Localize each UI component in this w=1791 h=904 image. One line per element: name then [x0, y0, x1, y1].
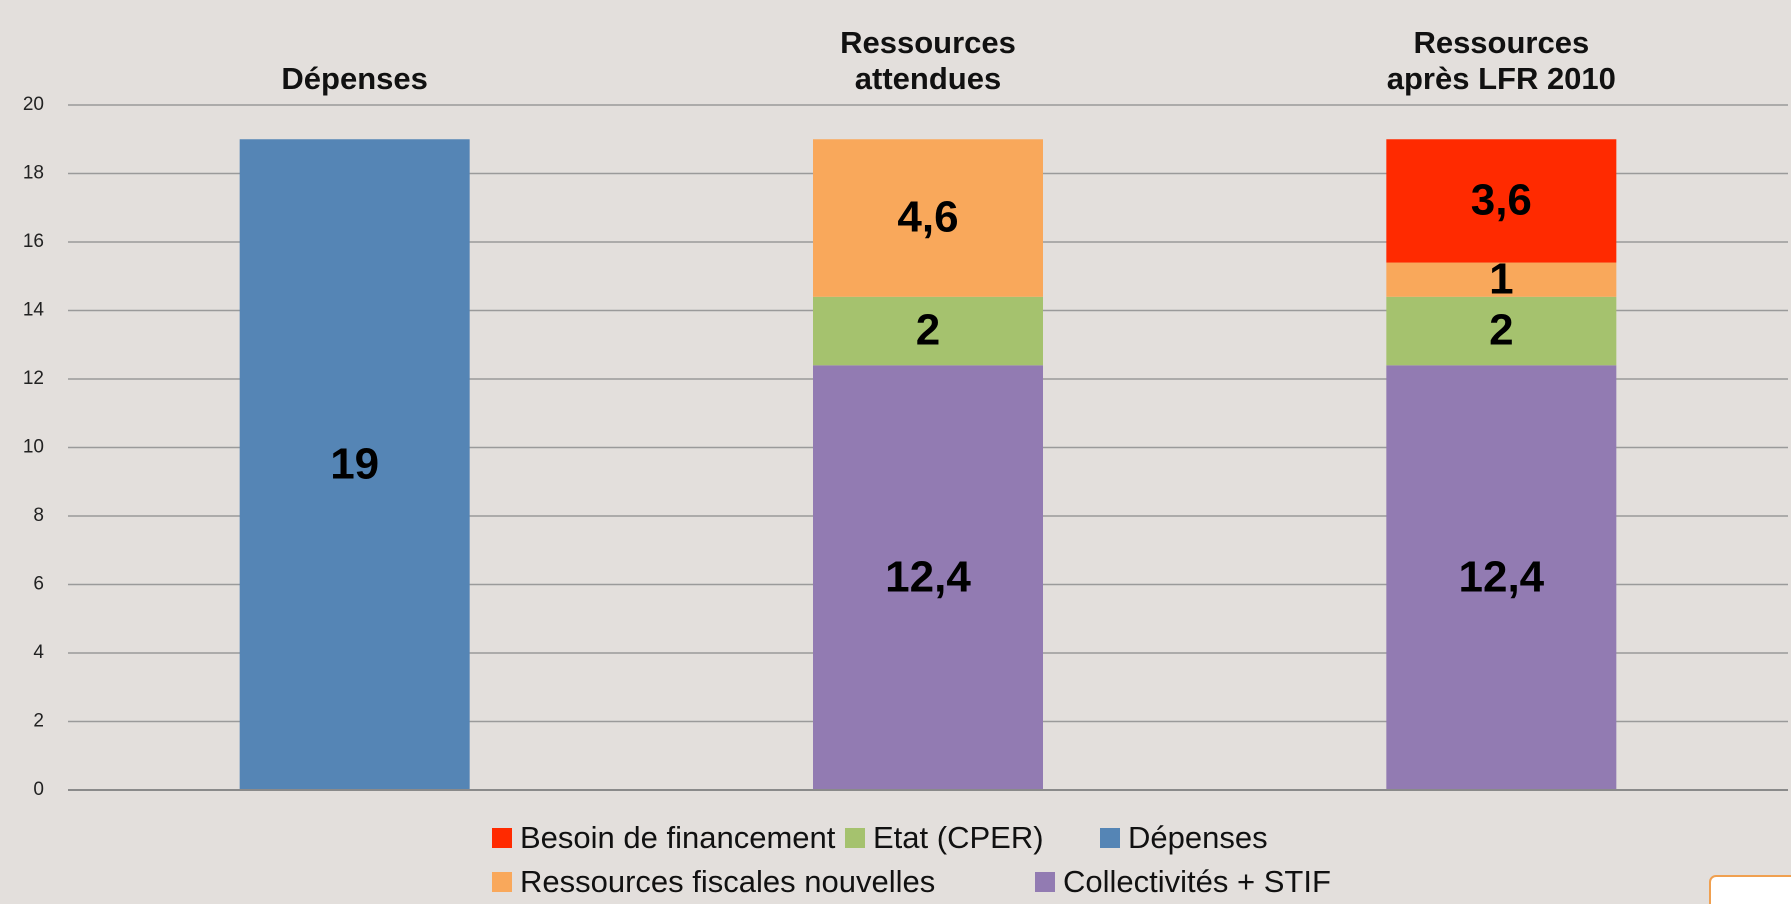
data-label: 2	[1489, 306, 1513, 355]
legend-swatch	[492, 828, 512, 848]
category-label: Dépenses	[281, 61, 428, 96]
bar-segment	[1386, 296, 1617, 366]
corner-box	[1709, 875, 1791, 904]
y-tick-label: 10	[23, 437, 44, 458]
legend-swatch	[492, 872, 512, 892]
data-label: 2	[916, 306, 940, 355]
y-tick-label: 2	[33, 711, 44, 732]
legend-swatch	[1035, 872, 1055, 892]
data-label: 19	[330, 439, 379, 488]
bar-segment	[1386, 262, 1617, 297]
bar-segment	[813, 365, 1043, 790]
y-tick-label: 20	[23, 94, 44, 115]
bar-segment	[239, 139, 470, 790]
data-label: 4,6	[897, 193, 958, 242]
data-label: 12,4	[1459, 552, 1545, 601]
y-tick-label: 6	[33, 574, 44, 595]
y-tick-label: 4	[33, 642, 44, 663]
category-label: Ressources attendues	[840, 25, 1016, 96]
legend-label: Collectivités + STIF	[1063, 864, 1331, 899]
category-label: Ressources après LFR 2010	[1386, 25, 1616, 96]
bar-segment	[813, 139, 1043, 297]
y-tick-label: 0	[33, 779, 44, 800]
data-label: 3,6	[1471, 176, 1532, 225]
bar-segment	[1386, 365, 1617, 790]
y-tick-label: 14	[23, 300, 45, 321]
legend-label: Etat (CPER)	[873, 820, 1044, 855]
legend-label: Dépenses	[1128, 820, 1268, 855]
y-tick-label: 12	[23, 368, 44, 389]
legend-swatch	[845, 828, 865, 848]
data-label: 12,4	[885, 552, 971, 601]
y-tick-label: 8	[33, 505, 44, 526]
y-tick-label: 16	[23, 231, 44, 252]
legend-label: Besoin de financement	[520, 820, 836, 855]
bar-segment	[1386, 139, 1617, 263]
bar-segment	[813, 296, 1043, 366]
legend-swatch	[1100, 828, 1120, 848]
y-tick-label: 18	[23, 163, 44, 184]
legend-label: Ressources fiscales nouvelles	[520, 864, 935, 899]
